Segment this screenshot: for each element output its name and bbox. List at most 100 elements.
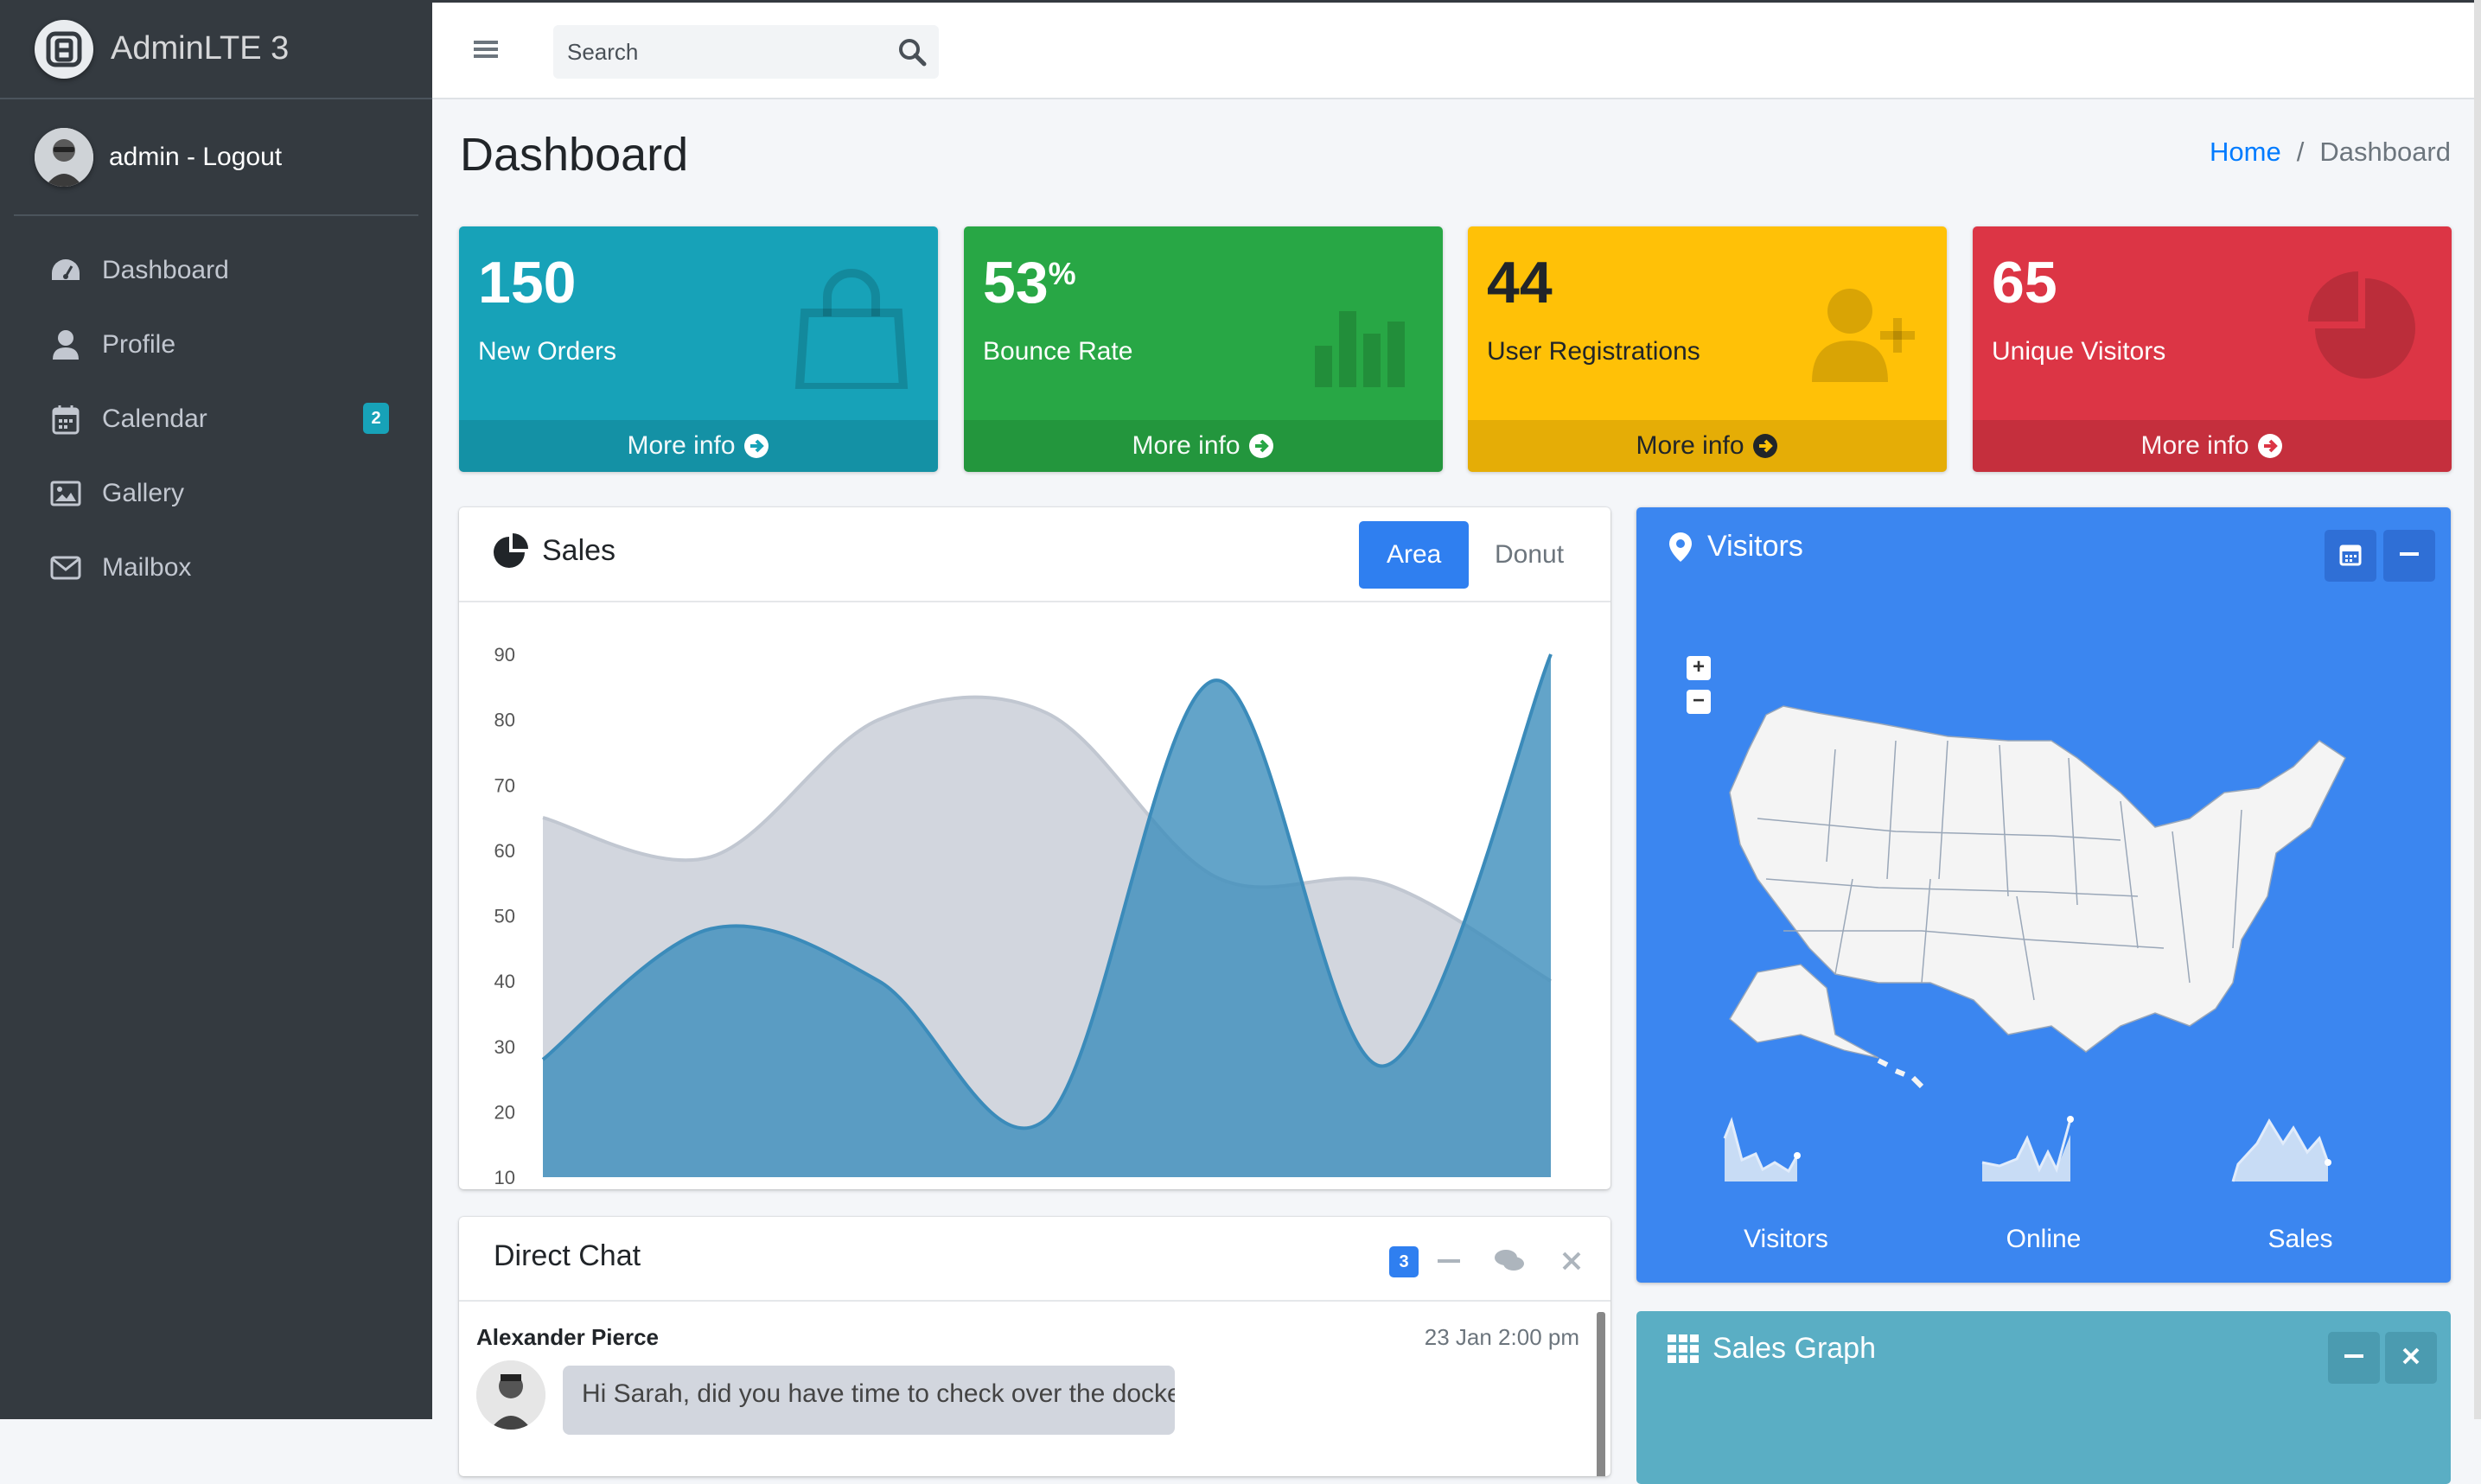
envelope-icon — [48, 551, 83, 585]
close-icon[interactable] — [1557, 1246, 1586, 1276]
image-icon — [48, 476, 83, 511]
more-info-label: More info — [1132, 431, 1240, 460]
usa-map-borders — [1757, 740, 2242, 1001]
arrow-circle-right-icon — [743, 432, 770, 460]
user-icon — [48, 328, 83, 362]
user-logout-link[interactable]: admin - Logout — [109, 142, 283, 171]
y-tick-label: 10 — [494, 1167, 515, 1188]
collapse-button[interactable] — [2383, 530, 2435, 582]
y-tick-label: 50 — [494, 906, 515, 927]
sales-card: Sales Area Donut 102030405060708090Janua… — [459, 507, 1610, 1189]
sparkline-visitors — [1723, 1117, 1801, 1181]
sparklines — [1723, 1116, 2331, 1182]
brand-link[interactable]: AdminLTE 3 — [0, 0, 432, 99]
page-title: Dashboard — [460, 129, 689, 181]
direct-chat-card: Direct Chat 3 Alexander Pierce 23 Jan 2:… — [459, 1217, 1610, 1476]
chat-timestamp: 23 Jan 2:00 pm — [1424, 1324, 1579, 1350]
calendar-icon — [2339, 542, 2362, 570]
map-zoom-in-button[interactable]: + — [1687, 656, 1711, 680]
sales-graph-title: Sales Graph — [1668, 1332, 1876, 1366]
sales-card-title: Sales — [494, 533, 615, 568]
tab-area[interactable]: Area — [1359, 521, 1470, 589]
tab-donut[interactable]: Donut — [1495, 540, 1565, 569]
sidebar-item-gallery[interactable]: Gallery — [0, 456, 432, 531]
calendar-button[interactable] — [2325, 530, 2376, 582]
stat-label: New Orders — [478, 337, 617, 366]
sidebar-item-dashboard[interactable]: Dashboard — [0, 233, 432, 308]
more-info-link[interactable]: More info — [1973, 420, 2452, 472]
shopping-bag-icon — [791, 268, 912, 392]
brand-text: AdminLTE 3 — [111, 30, 290, 67]
sparkline-label: Online — [2006, 1225, 2082, 1253]
minus-icon[interactable] — [1434, 1246, 1464, 1276]
search-input[interactable] — [553, 25, 882, 79]
sparkline-sales — [2231, 1118, 2331, 1182]
new-messages-badge: 3 — [1389, 1246, 1419, 1277]
close-icon — [2400, 1345, 2422, 1372]
stat-label: Bounce Rate — [983, 337, 1133, 366]
sparkline-label: Sales — [2267, 1225, 2333, 1253]
search-icon[interactable] — [897, 37, 927, 67]
th-grid-icon — [1668, 1334, 1699, 1364]
breadcrumb-home-link[interactable]: Home — [2210, 137, 2281, 167]
series-area-1 — [543, 654, 1551, 1177]
map-zoom-out-button[interactable]: − — [1687, 690, 1711, 714]
sidebar-item-calendar[interactable]: Calendar 2 — [0, 382, 432, 456]
more-info-label: More info — [1636, 431, 1744, 460]
more-info-link[interactable]: More info — [1468, 420, 1947, 472]
more-info-link[interactable]: More info — [964, 420, 1443, 472]
brand-logo-icon — [35, 19, 93, 79]
remove-button[interactable] — [2385, 1332, 2437, 1384]
visitors-title-text: Visitors — [1707, 530, 1803, 563]
stat-label: User Registrations — [1487, 337, 1700, 366]
breadcrumb-separator: / — [2296, 137, 2305, 167]
sidebar-item-mailbox[interactable]: Mailbox — [0, 531, 432, 605]
minus-icon — [2343, 1345, 2365, 1372]
breadcrumb-current: Dashboard — [2319, 137, 2451, 167]
series-line-0 — [542, 695, 1553, 983]
y-tick-label: 70 — [494, 774, 515, 796]
visitors-card-title: Visitors — [1668, 530, 1803, 564]
sales-graph-title-text: Sales Graph — [1712, 1332, 1876, 1365]
chat-message-bubble: Hi Sarah, did you have time to check ove… — [563, 1366, 1175, 1435]
sidebar-item-profile[interactable]: Profile — [0, 308, 432, 382]
visitors-card: Visitors + − V — [1636, 507, 2451, 1283]
y-tick-label: 20 — [494, 1101, 515, 1123]
sidebar-item-label: Mailbox — [102, 553, 192, 582]
bar-chart-icon — [1296, 268, 1417, 389]
sidebar-item-label: Dashboard — [102, 256, 229, 284]
collapse-button[interactable] — [2328, 1332, 2380, 1384]
stat-box-new-orders: 150 New Orders More info — [459, 226, 938, 472]
chat-scrollbar[interactable] — [1597, 1312, 1605, 1476]
usa-map[interactable] — [1636, 620, 2451, 1104]
more-info-link[interactable]: More info — [459, 420, 938, 472]
stat-label: Unique Visitors — [1992, 337, 2166, 366]
chat-author-name: Alexander Pierce — [476, 1324, 660, 1350]
user-plus-icon — [1800, 268, 1921, 389]
pie-chart-icon — [2305, 268, 2426, 389]
arrow-circle-right-icon — [1751, 432, 1779, 460]
calendar-icon — [48, 402, 83, 436]
navbar-search — [553, 25, 939, 79]
comments-icon[interactable] — [1493, 1246, 1524, 1276]
sales-area-chart: 102030405060708090JanuaryFebruaryMarchAp… — [494, 644, 1553, 1188]
sidebar-item-label: Calendar — [102, 404, 207, 433]
main-sidebar: AdminLTE 3 admin - Logout Dashboard Prof… — [0, 0, 432, 1419]
more-info-label: More info — [2140, 431, 2249, 460]
series-line-1 — [541, 653, 1553, 1131]
sparkline-online — [1981, 1116, 2074, 1181]
sales-graph-card: Sales Graph — [1636, 1311, 2451, 1484]
stat-value: 65 — [1992, 250, 2057, 315]
page-scrollbar[interactable] — [2474, 0, 2481, 1419]
stat-value: 53% — [983, 250, 1076, 315]
map-marker-icon — [1668, 531, 1693, 564]
chat-card-title: Direct Chat — [494, 1239, 641, 1272]
user-avatar — [35, 127, 93, 187]
sparkline-label: Visitors — [1744, 1225, 1828, 1253]
top-navbar — [432, 0, 2481, 99]
sidebar-item-label: Profile — [102, 330, 176, 359]
menu-toggle-icon[interactable] — [472, 35, 500, 63]
pie-chart-icon — [494, 533, 528, 568]
stat-box-user-registrations: 44 User Registrations More info — [1468, 226, 1947, 472]
user-panel[interactable]: admin - Logout — [14, 99, 418, 216]
